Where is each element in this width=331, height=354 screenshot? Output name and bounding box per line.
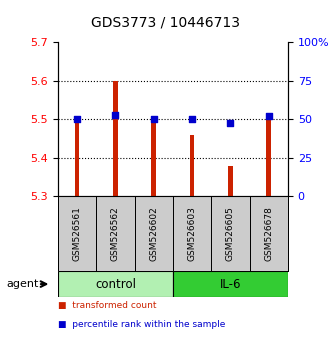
Text: ■  percentile rank within the sample: ■ percentile rank within the sample: [58, 320, 225, 329]
Bar: [58, 196, 96, 271]
Bar: [135, 196, 173, 271]
Text: IL-6: IL-6: [220, 278, 241, 291]
Text: GSM526678: GSM526678: [264, 206, 273, 261]
Text: GSM526561: GSM526561: [72, 206, 82, 261]
Text: GSM526605: GSM526605: [226, 206, 235, 261]
Bar: [266, 116, 271, 196]
Point: [113, 112, 118, 118]
Point: [189, 116, 195, 122]
Text: ■  transformed count: ■ transformed count: [58, 301, 157, 310]
Point: [151, 116, 157, 122]
Bar: [96, 196, 135, 271]
Text: GSM526603: GSM526603: [188, 206, 197, 261]
Bar: [58, 271, 173, 297]
Point: [266, 114, 271, 119]
Bar: [75, 119, 79, 196]
Bar: [228, 166, 233, 196]
Point: [74, 116, 80, 122]
Text: control: control: [95, 278, 136, 291]
Text: GSM526562: GSM526562: [111, 206, 120, 261]
Text: agent: agent: [7, 279, 39, 289]
Text: GSM526602: GSM526602: [149, 206, 158, 261]
Text: GDS3773 / 10446713: GDS3773 / 10446713: [91, 16, 240, 30]
Point: [228, 120, 233, 125]
Bar: [173, 196, 211, 271]
Bar: [250, 196, 288, 271]
Bar: [190, 135, 194, 196]
Bar: [211, 196, 250, 271]
Bar: [173, 271, 288, 297]
Bar: [152, 119, 156, 196]
Bar: [113, 81, 118, 196]
